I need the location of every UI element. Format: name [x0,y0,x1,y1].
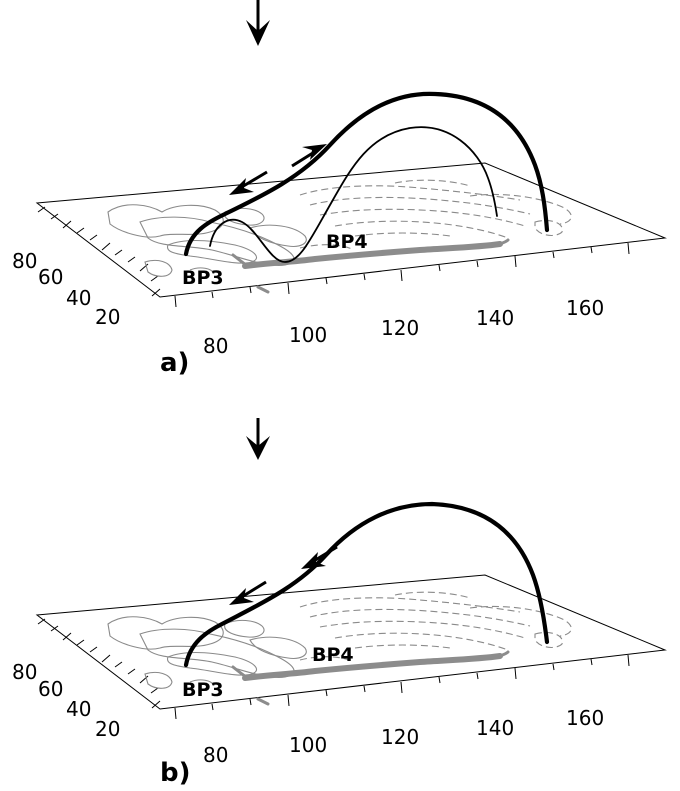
y-tick-label: 60 [38,677,63,701]
x-tick-label: 80 [203,743,228,767]
panel-a: BP3 BP4 80 100 120 140 160 80 60 40 20 a… [12,0,665,378]
view-direction-arrow-b [246,418,270,460]
field-line-thin-a [209,126,498,263]
y-tick-label: 40 [66,697,91,721]
x-tick-label: 100 [289,733,327,757]
flow-arrow-lower-b [229,580,267,605]
y-tick-label: 20 [95,717,120,741]
bp4-label-a: BP4 [326,231,368,253]
y-tick-label: 60 [38,265,63,289]
field-line-thick-a [183,91,550,257]
x-tick-label: 100 [289,323,327,347]
x-tick-label: 120 [381,725,419,749]
x-tick-label: 80 [203,334,228,358]
flow-arrow-right-a [291,144,327,168]
flow-arrow-upper-b [301,545,338,569]
panel-label-a: a) [160,348,189,378]
bp3-label-a: BP3 [182,267,224,289]
view-direction-arrow-a [246,0,270,46]
bp3-label-b: BP3 [182,679,224,701]
y-tick-label: 40 [66,286,91,310]
x-tick-label: 160 [566,296,604,320]
y-tick-label: 20 [95,305,120,329]
bp4-label-b: BP4 [312,644,354,666]
x-tick-label: 160 [566,706,604,730]
panel-label-b: b) [160,758,191,788]
flow-arrow-left-a [229,170,268,195]
panel-b: BP3 BP4 80 100 120 140 160 80 60 40 20 b… [12,418,665,788]
y-tick-label: 80 [12,249,37,273]
x-tick-label: 140 [476,306,514,330]
y-tick-label: 80 [12,660,37,684]
x-tick-label: 140 [476,716,514,740]
x-tick-label: 120 [381,316,419,340]
field-line-thick-b [183,501,550,668]
